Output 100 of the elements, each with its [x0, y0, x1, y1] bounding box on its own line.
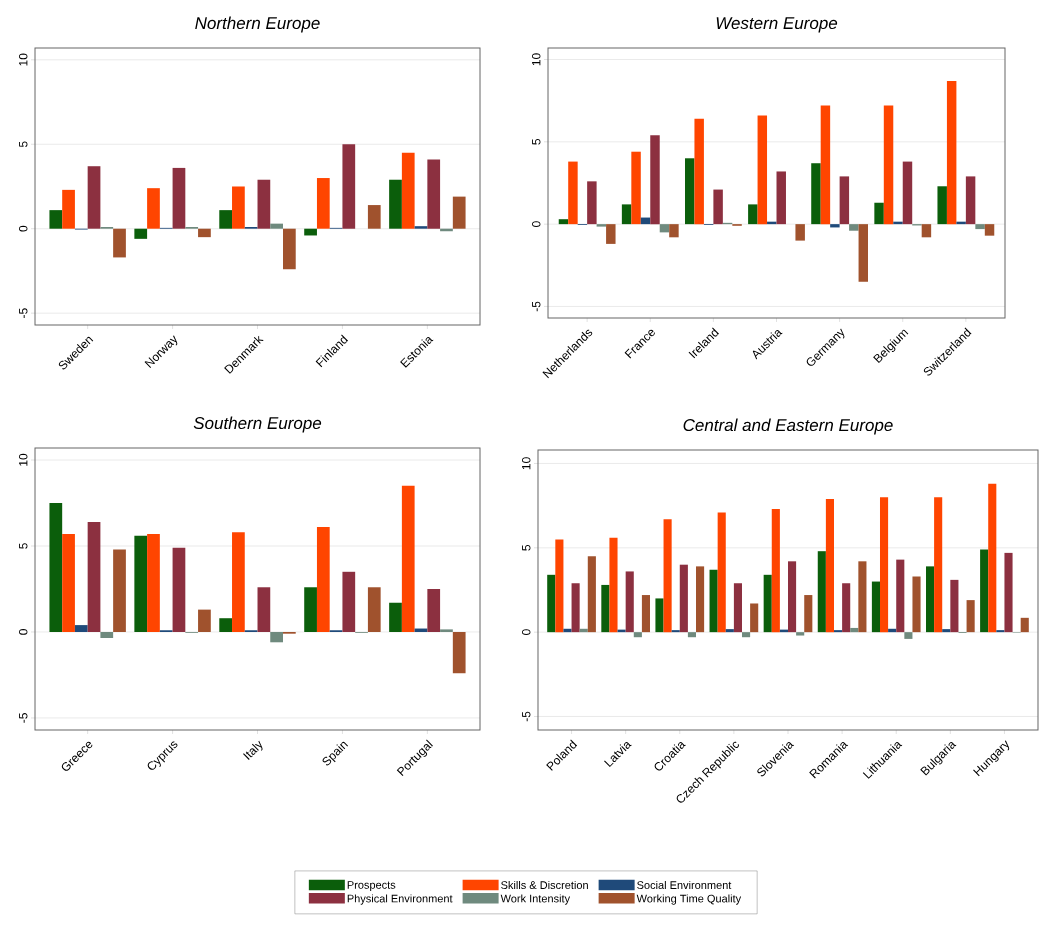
bar: [367, 587, 381, 632]
bar: [631, 151, 641, 225]
bar: [696, 566, 705, 633]
x-tick-label: Italy: [243, 740, 263, 760]
bar: [795, 224, 805, 241]
bar: [946, 80, 957, 225]
bar: [440, 629, 453, 632]
bar: [925, 566, 935, 633]
bar: [172, 167, 186, 229]
bar: [912, 576, 921, 633]
bar: [896, 559, 905, 633]
y-tick-label: 10: [531, 53, 541, 66]
bar: [858, 561, 867, 633]
chart-title: Southern Europe: [193, 416, 322, 433]
bar: [942, 629, 951, 633]
bar: [834, 630, 843, 633]
bar: [257, 587, 271, 632]
bar: [902, 161, 913, 225]
bar: [776, 171, 786, 225]
bar: [62, 189, 75, 229]
bar: [966, 600, 975, 633]
bar: [452, 631, 466, 674]
bar: [219, 618, 233, 632]
bar: [671, 630, 680, 633]
bar: [389, 179, 402, 229]
bar: [733, 583, 743, 633]
bar: [232, 532, 245, 632]
bar: [219, 210, 233, 229]
bar: [725, 629, 734, 633]
bar: [270, 223, 283, 229]
bar: [198, 609, 211, 632]
bar: [62, 533, 75, 632]
bar: [304, 228, 317, 236]
bar: [401, 485, 415, 632]
bar: [232, 186, 245, 229]
bar: [858, 224, 869, 282]
bar: [804, 595, 813, 633]
bar: [571, 583, 580, 633]
bar: [679, 564, 688, 633]
bar: [771, 509, 780, 633]
y-tick-label: 10: [18, 453, 28, 466]
bar: [342, 144, 356, 229]
bar: [748, 204, 758, 225]
legend-label: Skills & Discretion: [501, 880, 588, 889]
bar: [316, 178, 330, 229]
y-tick-label: 5: [19, 141, 28, 148]
bar: [684, 158, 695, 225]
bar: [709, 569, 718, 633]
bar: [367, 205, 381, 229]
bar: [625, 571, 634, 633]
bar: [788, 561, 797, 633]
bar: [655, 598, 664, 633]
y-tick-label: -5: [522, 711, 531, 722]
bar: [1020, 617, 1029, 633]
bar: [621, 204, 632, 225]
y-tick-label: 0: [18, 225, 28, 232]
bar: [757, 115, 768, 225]
chart-title: Northern Europe: [195, 16, 320, 33]
y-tick-label: 5: [532, 139, 541, 145]
chart-title: Central and Eastern Europe: [683, 418, 893, 435]
bar: [849, 224, 859, 231]
bar: [172, 547, 186, 632]
bar: [1004, 552, 1013, 633]
bar: [609, 537, 618, 633]
bar: [669, 224, 679, 238]
bar: [558, 219, 569, 225]
chart-title: Western Europe: [716, 17, 838, 33]
bar: [750, 603, 759, 633]
bar: [980, 549, 989, 633]
bar: [601, 584, 610, 633]
bar: [817, 551, 826, 633]
bar: [904, 632, 913, 639]
bar: [871, 581, 880, 633]
bar: [304, 587, 317, 632]
y-tick-label: -5: [19, 308, 28, 318]
bar: [427, 159, 441, 229]
bar: [988, 483, 997, 633]
bar: [547, 574, 556, 633]
legend-label: Prospects: [347, 881, 396, 891]
y-tick-label: 0: [531, 221, 541, 228]
bar: [134, 535, 148, 632]
bar: [937, 186, 947, 225]
bar: [874, 202, 884, 225]
bar: [950, 579, 959, 633]
bar: [687, 632, 697, 638]
legend-label: Working Time Quality: [636, 894, 742, 905]
y-tick-label: -5: [532, 301, 541, 312]
bar: [596, 224, 607, 227]
bar: [934, 497, 943, 633]
bar: [975, 224, 985, 230]
bar: [100, 631, 114, 638]
bar: [830, 224, 840, 228]
bar: [452, 196, 466, 229]
bar: [839, 176, 850, 225]
bar: [633, 632, 642, 638]
bar: [921, 224, 932, 238]
bar: [996, 630, 1005, 633]
bar: [555, 539, 564, 633]
bar: [694, 118, 704, 225]
bar: [742, 632, 751, 638]
